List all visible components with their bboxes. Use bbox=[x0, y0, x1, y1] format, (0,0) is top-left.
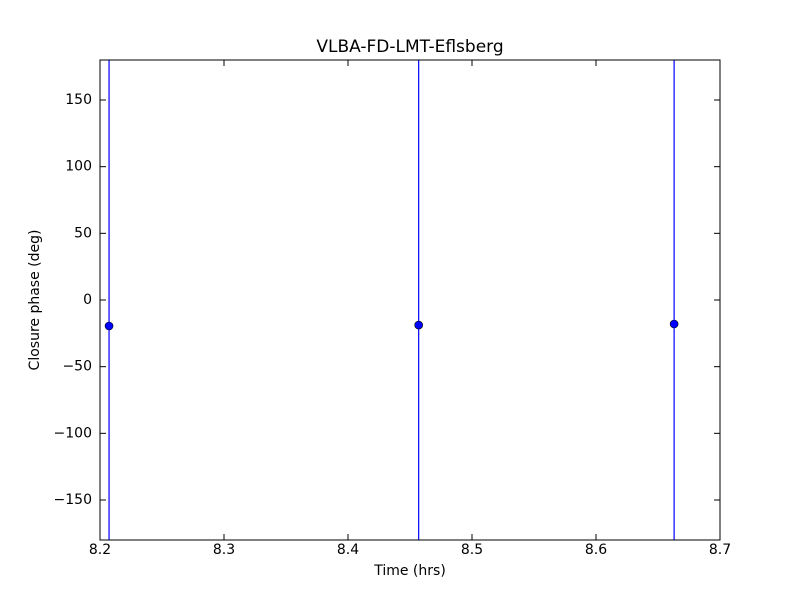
x-tick-label: 8.2 bbox=[89, 542, 111, 558]
x-tick-label: 8.5 bbox=[461, 542, 483, 558]
x-axis-label: Time (hrs) bbox=[373, 563, 446, 579]
y-tick-label: 50 bbox=[74, 225, 92, 241]
plot-area bbox=[104, 60, 679, 540]
chart-title: VLBA-FD-LMT-Eflsberg bbox=[316, 37, 503, 57]
x-tick-label: 8.3 bbox=[213, 542, 235, 558]
y-tick-label: −50 bbox=[62, 359, 92, 375]
x-tick-label: 8.4 bbox=[337, 542, 359, 558]
data-point bbox=[104, 321, 114, 331]
y-tick-label: −100 bbox=[54, 425, 92, 441]
data-point bbox=[414, 320, 423, 330]
y-axis-label: Closure phase (deg) bbox=[27, 230, 43, 371]
data-point bbox=[669, 319, 679, 329]
y-tick-label: 0 bbox=[83, 292, 92, 308]
y-tick-label: 150 bbox=[65, 92, 92, 108]
x-tick-label: 8.7 bbox=[709, 542, 731, 558]
y-tick-label: 100 bbox=[65, 159, 92, 175]
y-tick-label: −150 bbox=[54, 492, 92, 508]
x-tick-label: 8.6 bbox=[585, 542, 607, 558]
